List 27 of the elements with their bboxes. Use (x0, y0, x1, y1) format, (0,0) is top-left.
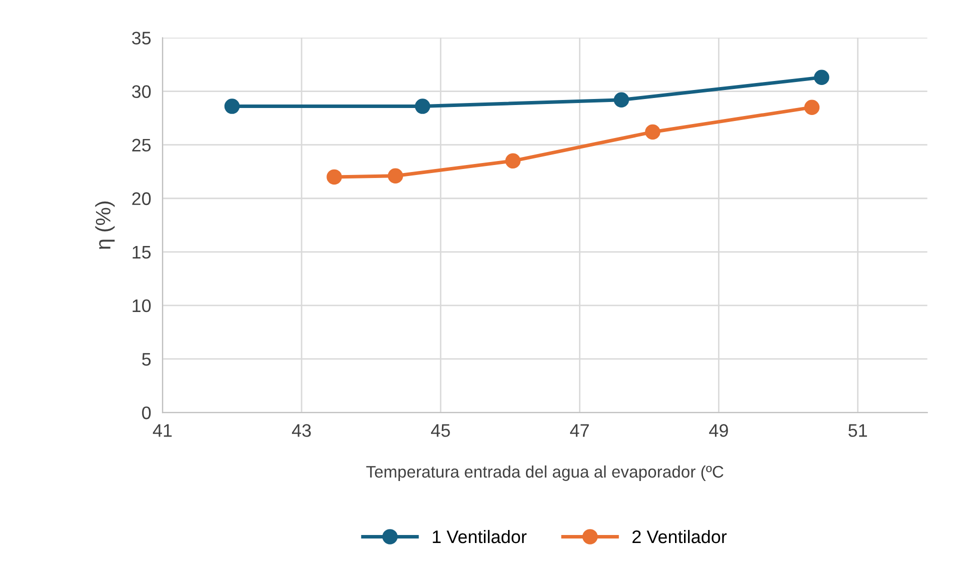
point (388, 168, 404, 184)
y-tick-label: 10 (132, 299, 151, 312)
point (645, 124, 660, 140)
x-tick-label: 43 (292, 424, 311, 437)
x-tick-label: 49 (709, 424, 728, 437)
point (814, 70, 830, 86)
y-tick-label: 30 (132, 85, 151, 98)
point (804, 100, 820, 115)
point (326, 169, 342, 185)
point (505, 153, 521, 169)
x-tick-label: 41 (152, 424, 172, 437)
x-tick-label: 51 (848, 424, 867, 437)
point (614, 92, 630, 108)
y-tick-label: 0 (142, 406, 151, 420)
y-tick-label: 25 (132, 138, 151, 152)
x-tick-label: 45 (431, 424, 450, 437)
x-axis-title: Temperatura entrada del agua al evaporador (ºC (366, 465, 724, 481)
point (224, 98, 240, 114)
legend-label: 1 Ventilador (432, 530, 527, 544)
y-tick-label: 15 (132, 246, 151, 259)
x-tick-label: 47 (570, 424, 589, 437)
y-tick-label: 5 (142, 353, 151, 366)
y-tick-label: 35 (132, 32, 151, 44)
point (414, 98, 430, 114)
legend-label: 2 Ventilador (632, 530, 727, 544)
y-axis-title: η (%) (95, 202, 115, 249)
y-tick-label: 20 (132, 192, 151, 206)
